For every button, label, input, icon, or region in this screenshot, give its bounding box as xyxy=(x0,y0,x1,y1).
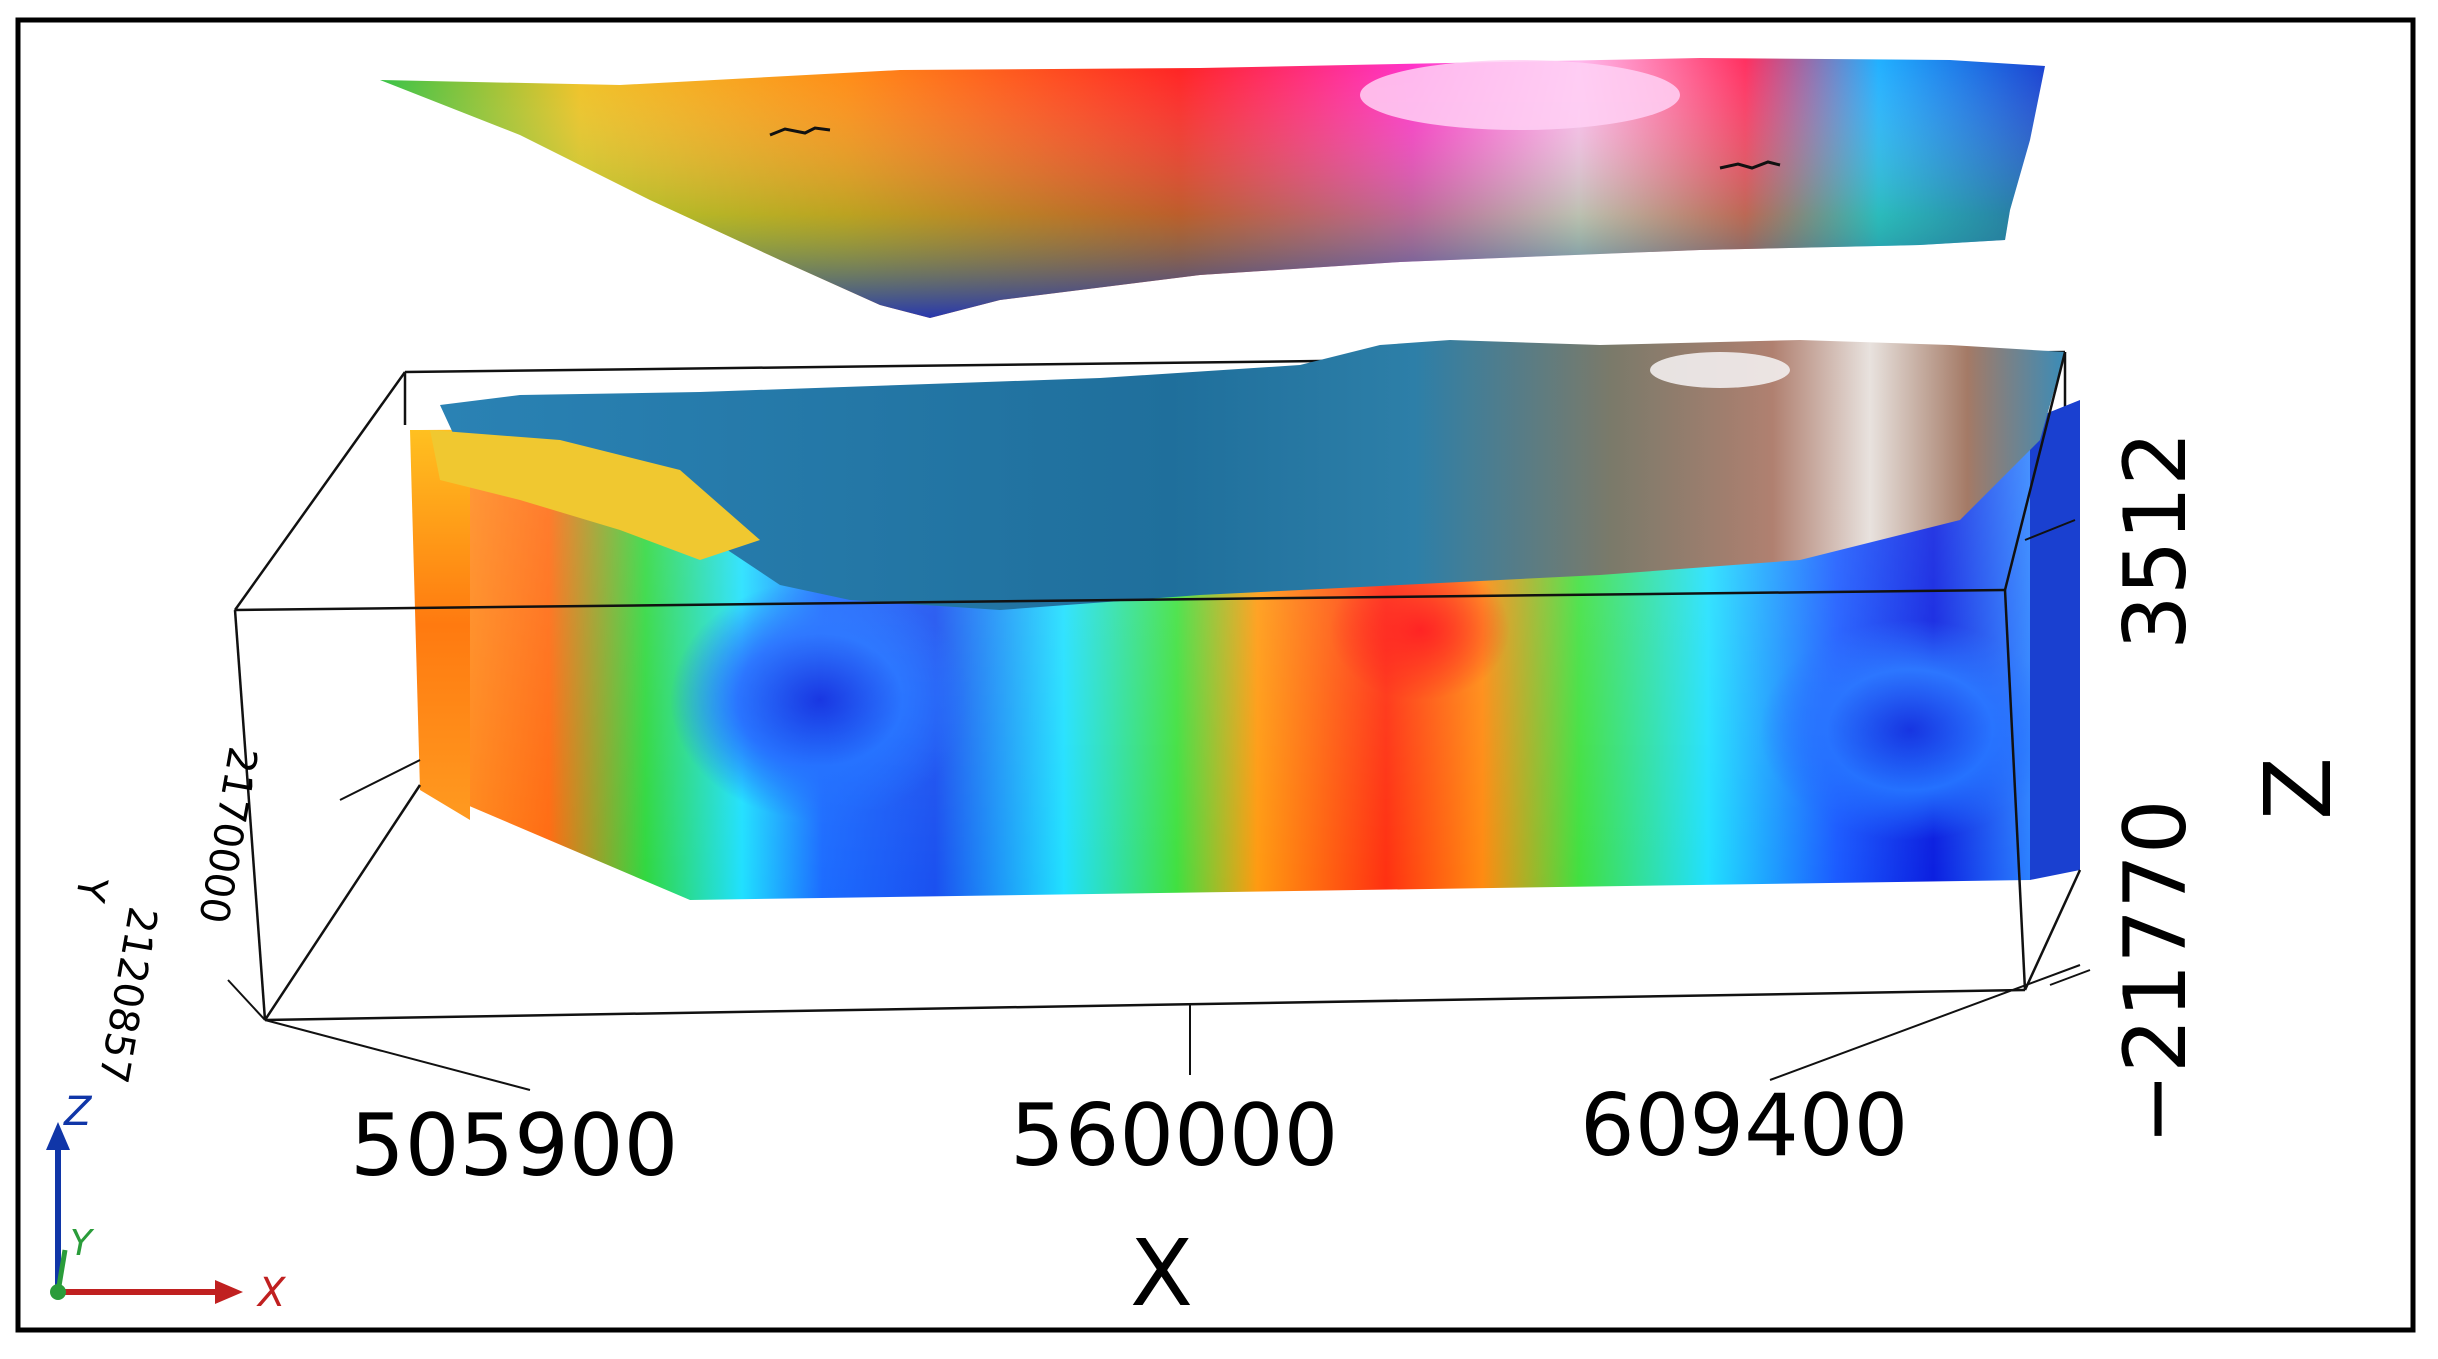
x-axis-label: X xyxy=(1130,1220,1193,1327)
triad-y-label: Y xyxy=(70,1223,95,1264)
bounding-box-front xyxy=(233,351,2082,1022)
tick-leaders xyxy=(227,519,2091,1091)
z-tick-label: 3512 xyxy=(2106,431,2206,650)
surface-anomaly-map xyxy=(380,58,2045,318)
x-tick-label: 609400 xyxy=(1580,1076,1908,1176)
topography-surface xyxy=(430,340,2065,610)
triad-x-label: X xyxy=(256,1270,287,1316)
triad-z-label: Z xyxy=(63,1089,93,1135)
x-tick-label: 560000 xyxy=(1010,1086,1338,1186)
x-tick-label: 505900 xyxy=(350,1096,678,1196)
z-axis-label: Z xyxy=(2245,757,2352,820)
orientation-triad: Z Y X xyxy=(46,1089,287,1316)
z-tick-label: −21770 xyxy=(2106,799,2206,1145)
